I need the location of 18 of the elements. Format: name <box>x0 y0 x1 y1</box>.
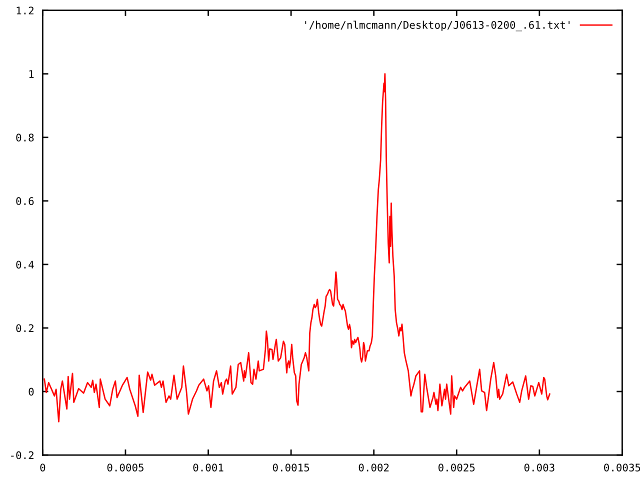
y-tick-label: 1.2 <box>16 6 34 14</box>
x-tick-label: 0.002 <box>358 464 389 472</box>
legend-label: '/home/nlmcmann/Desktop/J0613-0200_.61.txt' <box>305 20 570 32</box>
x-tick-label: 0 <box>40 464 46 472</box>
x-tick-label: 0.003 <box>524 464 554 472</box>
x-tick-label: 0.0015 <box>272 464 310 472</box>
x-tick-label: 0.0025 <box>438 464 475 472</box>
y-tick-label: 0.2 <box>16 324 34 332</box>
y-tick-label: 1 <box>29 70 34 78</box>
x-tick-label: 0.0035 <box>604 464 640 472</box>
x-tick-label: 0.0005 <box>107 464 144 472</box>
y-tick-label: 0 <box>28 388 34 396</box>
y-tick-label: 0.4 <box>16 260 34 269</box>
x-tick-label: 0.001 <box>193 464 224 472</box>
line-series <box>44 73 550 422</box>
y-tick-label: 0.6 <box>16 197 34 206</box>
y-tick-label: 0.8 <box>16 134 34 142</box>
y-tick-label: -0.2 <box>11 451 34 460</box>
